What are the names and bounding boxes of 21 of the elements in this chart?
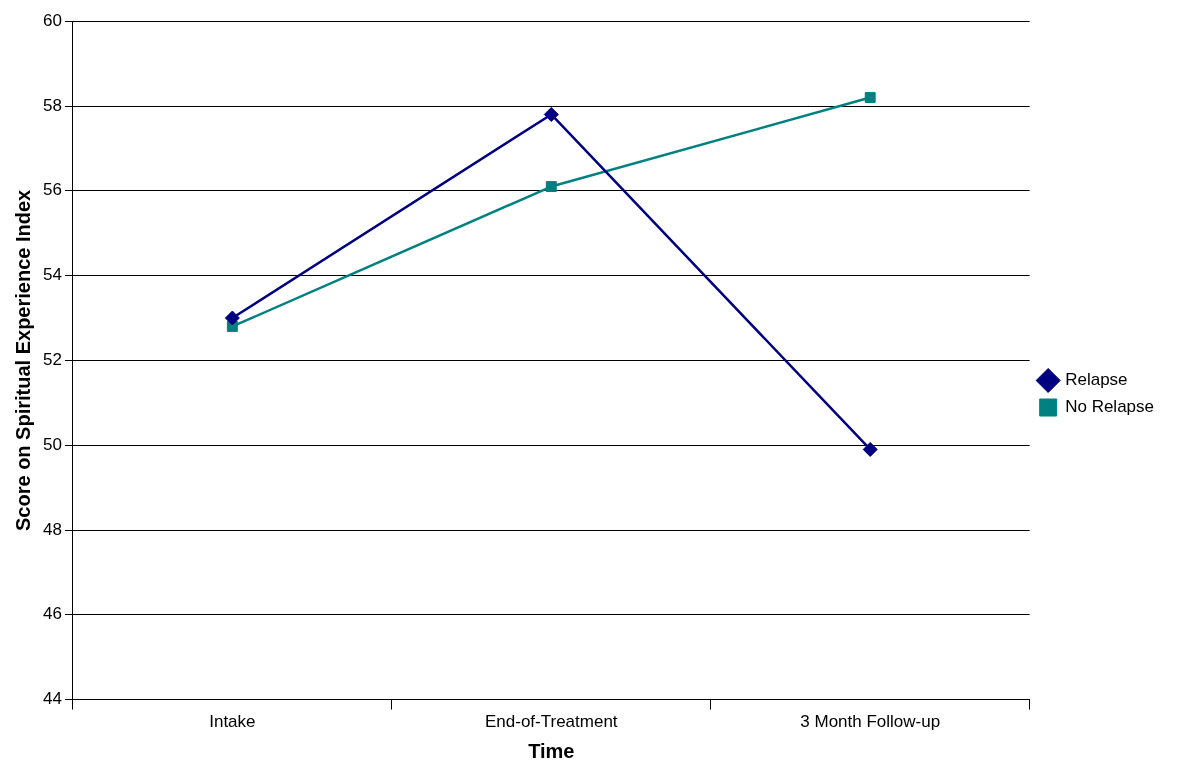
y-tick-label: 46 [42, 604, 62, 624]
point [543, 106, 559, 122]
x-tick-label: End-of-Treatment [484, 712, 618, 732]
y-tick-label: 54 [42, 265, 62, 285]
y-axis-title: Score on Spiritual Experience Index [11, 189, 34, 532]
y-tick-label: 48 [42, 519, 62, 539]
y-tick-label: 60 [42, 10, 62, 30]
y-tick-label: 58 [42, 95, 62, 115]
legend-label: No Relapse [1065, 397, 1154, 417]
x-tick-label: 3 Month Follow-up [800, 712, 941, 732]
y-tick-label: 50 [42, 434, 62, 454]
y-tick-label: 56 [42, 180, 62, 200]
y-tick-label: 44 [42, 689, 62, 709]
x-tick-label: Intake [209, 712, 256, 732]
point [224, 310, 240, 326]
point [864, 92, 876, 103]
legend-label: Relapse [1065, 370, 1128, 390]
point [545, 181, 557, 193]
x-axis-title: Time [528, 739, 575, 762]
y-tick-label: 52 [42, 350, 62, 370]
point [862, 441, 878, 457]
